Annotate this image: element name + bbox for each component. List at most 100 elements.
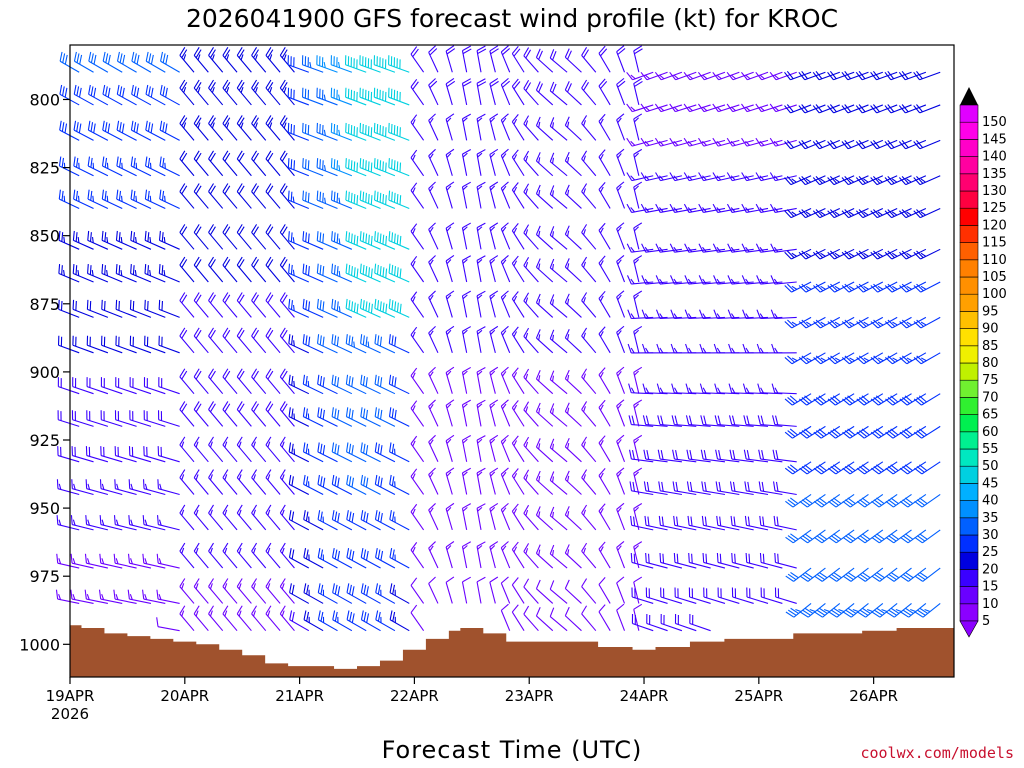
wind-barb-feather	[655, 172, 661, 181]
wind-barb-feather	[322, 377, 325, 387]
wind-barb	[758, 449, 783, 463]
wind-barb-feather	[891, 252, 898, 257]
wind-barb-feather	[919, 607, 929, 614]
wind-barb	[302, 122, 324, 141]
wind-barb-feather	[755, 243, 762, 253]
wind-barb	[72, 335, 94, 354]
wind-barb	[900, 529, 927, 544]
wind-barb-feather	[113, 589, 116, 600]
wind-barb-feather	[881, 608, 888, 613]
wind-barb	[581, 256, 597, 283]
wind-barb-feather	[920, 285, 927, 290]
wind-barb-feather	[490, 294, 496, 300]
wind-barb-feather	[78, 123, 82, 134]
wind-barb-staff	[143, 524, 166, 531]
wind-barb	[101, 264, 123, 283]
wind-barb-staff	[581, 550, 597, 569]
wind-barb-staff	[102, 93, 123, 106]
wind-barb-feather	[251, 292, 258, 301]
wind-barb-feather	[688, 552, 690, 563]
wind-barb-feather	[336, 336, 339, 347]
wind-barb-staff	[564, 160, 582, 177]
wind-barb-staff	[388, 307, 410, 318]
wind-barb	[772, 449, 797, 463]
wind-barb	[564, 328, 582, 354]
wind-barb-feather	[162, 122, 165, 132]
wind-barb-feather	[224, 583, 228, 590]
wind-barb-feather	[841, 71, 849, 81]
wind-barb-staff	[718, 104, 740, 113]
wind-barb	[535, 438, 554, 463]
wind-barb-feather	[366, 613, 370, 623]
wind-barb-staff	[332, 483, 353, 495]
wind-barb-staff	[288, 383, 310, 395]
wind-barb	[712, 203, 740, 213]
credit-text[interactable]: coolwx.com/models	[860, 744, 1014, 762]
wind-barb	[116, 189, 137, 209]
wind-barb-staff	[410, 585, 425, 604]
wind-barb-staff	[645, 316, 668, 320]
wind-barb	[56, 515, 80, 531]
wind-barb	[461, 45, 472, 73]
wind-barb-staff	[101, 239, 123, 250]
wind-barb-feather	[745, 106, 751, 112]
wind-barb-feather	[801, 104, 809, 113]
wind-barb-feather	[86, 594, 90, 600]
wind-barb-staff	[821, 494, 841, 508]
wind-barb-feather	[222, 578, 229, 587]
wind-barb-feather	[363, 511, 366, 522]
wind-barb	[85, 446, 109, 463]
wind-barb	[193, 47, 209, 73]
wind-barb-feather	[713, 343, 718, 354]
wind-barb-feather	[91, 269, 94, 276]
wind-barb-feather	[374, 190, 376, 201]
wind-barb-feather	[281, 117, 288, 127]
wind-barb	[360, 374, 381, 395]
wind-barb-staff	[116, 129, 137, 141]
wind-barb-feather	[916, 466, 925, 473]
wind-barb-staff	[129, 598, 152, 604]
wind-barb-staff	[360, 483, 381, 495]
wind-barb-feather	[564, 151, 570, 162]
wind-barb	[330, 122, 353, 141]
wind-barb-staff	[208, 409, 224, 427]
wind-barb-feather	[647, 516, 650, 527]
wind-barb-feather	[236, 368, 243, 378]
wind-barb-feather	[513, 227, 518, 234]
wind-barb-staff	[631, 281, 654, 285]
wind-barb	[523, 469, 539, 495]
wind-barb-feather	[317, 442, 320, 452]
wind-barb-feather	[362, 232, 365, 242]
wind-barb-feather	[288, 334, 291, 344]
wind-barb-staff	[500, 509, 511, 531]
wind-barb	[222, 368, 238, 395]
x-axis-label: Forecast Time (UTC)	[382, 736, 643, 764]
wind-barb	[208, 436, 224, 463]
wind-barb-feather	[238, 474, 242, 481]
wind-barb-feather	[476, 503, 486, 509]
wind-barb	[115, 335, 137, 354]
wind-barb	[673, 552, 697, 569]
wind-barb-staff	[374, 383, 396, 395]
wind-barb-feather	[392, 611, 396, 622]
wind-barb-feather	[699, 309, 704, 319]
wind-barb-feather	[445, 467, 455, 474]
wind-barb	[316, 231, 338, 250]
wind-barb-feather	[462, 226, 468, 232]
wind-barb-staff	[145, 165, 166, 177]
wind-barb-staff	[835, 529, 855, 544]
wind-barb-feather	[902, 466, 911, 473]
wind-barb	[445, 181, 455, 209]
wind-barb-staff	[633, 154, 640, 176]
wind-barb	[461, 181, 471, 209]
wind-barb	[317, 474, 338, 495]
wind-barb-staff	[251, 335, 267, 354]
wind-barb-feather	[161, 265, 164, 275]
wind-barb-staff	[661, 71, 683, 81]
wind-barb-feather	[552, 157, 555, 164]
wind-barb-feather	[873, 466, 882, 473]
wind-barb-feather	[616, 113, 625, 121]
wind-barb-staff	[193, 586, 209, 604]
wind-barb-feather	[644, 515, 647, 526]
wind-barb-feather	[238, 294, 245, 304]
